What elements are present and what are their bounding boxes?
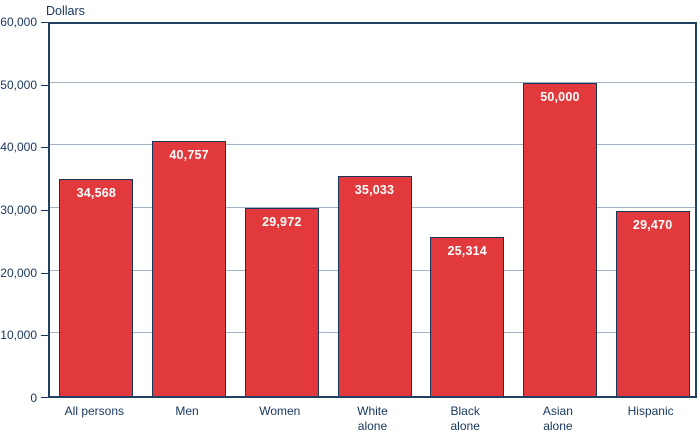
bar-value-label: 29,470 [632, 218, 673, 233]
y-axis-tick-label: 0 [30, 391, 37, 405]
bar-asian-alone: 50,000 [522, 82, 597, 396]
gridline [50, 144, 695, 146]
y-axis-tick-label: 10,000 [0, 328, 37, 343]
y-axis-unit-label: Dollars [46, 4, 85, 18]
x-axis-label-women: Women [259, 404, 301, 418]
bar-men: 40,757 [152, 140, 227, 396]
y-axis-tick [41, 147, 48, 149]
y-axis-tick-label: 50,000 [0, 77, 37, 92]
y-axis-tick [41, 272, 48, 274]
y-axis-tick-label: 30,000 [0, 203, 37, 217]
bar-value-label: 25,314 [447, 244, 487, 259]
y-axis-tick-label: 40,000 [0, 140, 37, 155]
bar-hispanic: 29,470 [615, 211, 690, 396]
x-axis-label-men: Men [175, 404, 199, 418]
bar-all-persons: 34,568 [59, 179, 134, 396]
bar-value-label: 40,757 [169, 147, 209, 162]
bar-value-label: 50,000 [540, 89, 580, 104]
x-axis-label-asian-alone: Asian alone [542, 404, 573, 433]
bar-value-label: 29,972 [262, 215, 302, 230]
x-axis-label-black-alone: Black alone [450, 404, 480, 433]
y-axis-tick [41, 22, 48, 23]
plot-area: 34,568 40,757 29,972 35,033 25,314 50,000 29,4… [48, 22, 697, 398]
bar-value-label: 34,568 [76, 186, 117, 201]
bar-value-label: 35,033 [354, 183, 395, 198]
bar-black-alone: 25,314 [430, 237, 505, 396]
x-axis-label-white-alone: White alone [357, 404, 388, 433]
y-axis-tick-label: 60,000 [0, 15, 37, 29]
y-axis-tick [41, 84, 48, 86]
bar-women: 29,972 [244, 208, 319, 396]
x-axis-label-hispanic: Hispanic [627, 404, 674, 418]
y-axis-tick [41, 397, 48, 398]
gridline [50, 81, 695, 83]
x-axis-label-all-persons: All persons [64, 404, 125, 418]
y-axis-tick [41, 210, 48, 211]
y-axis-tick-label: 20,000 [0, 265, 37, 280]
bar-white-alone: 35,033 [337, 176, 412, 396]
y-axis-tick [41, 335, 48, 337]
